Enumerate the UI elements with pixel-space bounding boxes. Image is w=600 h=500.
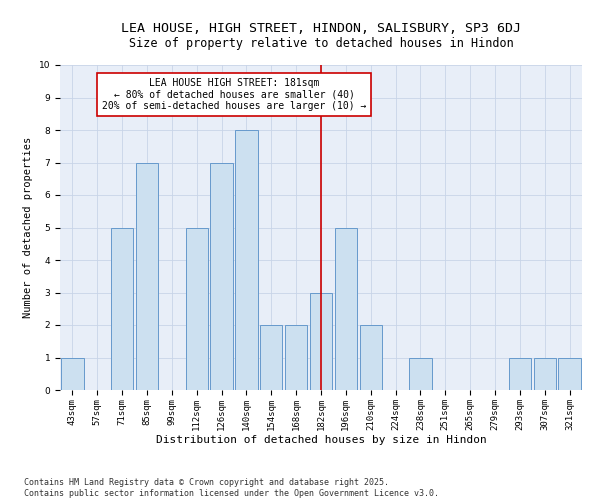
Text: LEA HOUSE HIGH STREET: 181sqm
← 80% of detached houses are smaller (40)
20% of s: LEA HOUSE HIGH STREET: 181sqm ← 80% of d…	[102, 78, 366, 111]
X-axis label: Distribution of detached houses by size in Hindon: Distribution of detached houses by size …	[155, 436, 487, 446]
Text: Contains HM Land Registry data © Crown copyright and database right 2025.
Contai: Contains HM Land Registry data © Crown c…	[24, 478, 439, 498]
Text: LEA HOUSE, HIGH STREET, HINDON, SALISBURY, SP3 6DJ: LEA HOUSE, HIGH STREET, HINDON, SALISBUR…	[121, 22, 521, 36]
Y-axis label: Number of detached properties: Number of detached properties	[23, 137, 33, 318]
Bar	[111, 228, 133, 390]
Bar	[185, 228, 208, 390]
Bar	[559, 358, 581, 390]
Bar	[359, 325, 382, 390]
Bar	[61, 358, 83, 390]
Bar	[260, 325, 283, 390]
Bar	[285, 325, 307, 390]
Bar	[136, 162, 158, 390]
Text: Size of property relative to detached houses in Hindon: Size of property relative to detached ho…	[128, 38, 514, 51]
Bar	[235, 130, 257, 390]
Bar	[509, 358, 531, 390]
Bar	[409, 358, 431, 390]
Bar	[533, 358, 556, 390]
Bar	[310, 292, 332, 390]
Bar	[335, 228, 357, 390]
Bar	[211, 162, 233, 390]
